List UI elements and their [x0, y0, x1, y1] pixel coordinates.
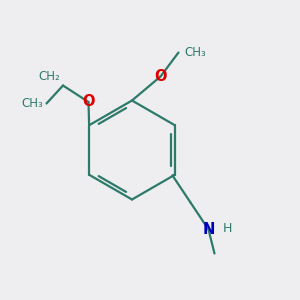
Text: CH₃: CH₃ — [184, 46, 206, 59]
Text: CH₂: CH₂ — [38, 70, 60, 83]
Text: N: N — [202, 222, 215, 237]
Text: H: H — [223, 221, 232, 235]
Text: O: O — [82, 94, 95, 110]
Text: O: O — [154, 69, 167, 84]
Text: CH₃: CH₃ — [22, 97, 44, 110]
